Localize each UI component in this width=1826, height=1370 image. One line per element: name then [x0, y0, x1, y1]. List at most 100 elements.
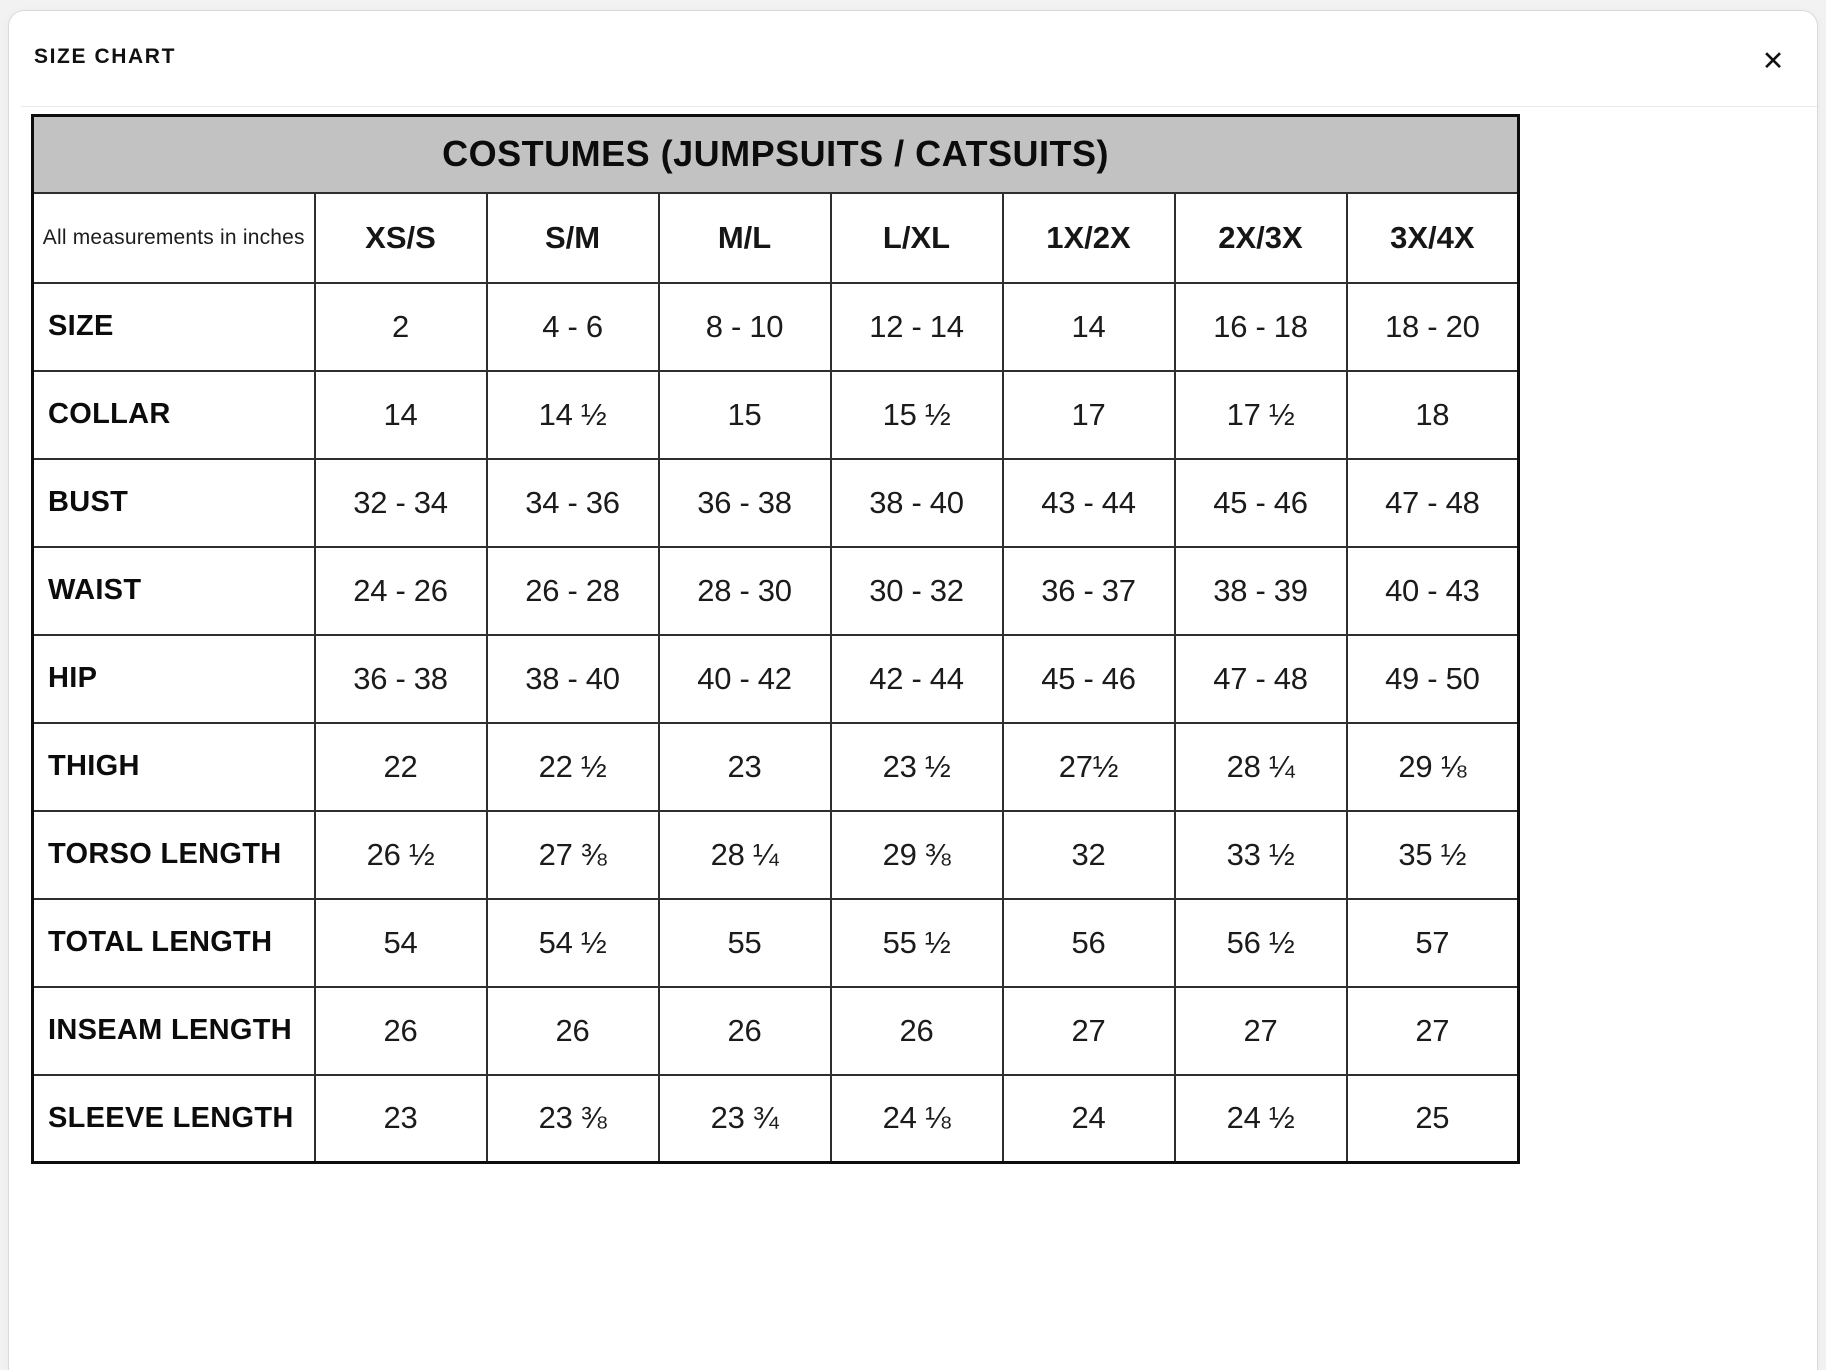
measurement-cell: 55: [657, 897, 832, 988]
measurement-cell: 2: [313, 281, 488, 372]
measurement-cell: 29 ⅛: [1345, 721, 1520, 812]
measurement-cell: 45 - 46: [1173, 457, 1348, 548]
measurement-cell: 42 - 44: [829, 633, 1004, 724]
measurement-cell: 18: [1345, 369, 1520, 460]
table-title-row: COSTUMES (JUMPSUITS / CATSUITS): [31, 114, 1520, 194]
measurement-cell: 18 - 20: [1345, 281, 1520, 372]
table-row: TORSO LENGTH 26 ½ 27 ⅜ 28 ¼ 29 ⅜ 32 33 ½ 35 ½: [31, 809, 1520, 900]
measurement-cell: 26: [485, 985, 660, 1076]
measurement-cell: 26: [657, 985, 832, 1076]
table-row: INSEAM LENGTH 26 26 26 26 27 27 27: [31, 985, 1520, 1076]
measurement-cell: 23 ⅜: [485, 1073, 660, 1164]
row-label: SLEEVE LENGTH: [31, 1073, 316, 1164]
column-header: 3X/4X: [1345, 191, 1520, 284]
row-label: TORSO LENGTH: [31, 809, 316, 900]
table-row: HIP 36 - 38 38 - 40 40 - 42 42 - 44 45 - 46 47…: [31, 633, 1520, 724]
measurement-cell: 33 ½: [1173, 809, 1348, 900]
row-label: SIZE: [31, 281, 316, 372]
table-container: COSTUMES (JUMPSUITS / CATSUITS) All meas…: [31, 114, 1817, 1164]
measurement-cell: 24 - 26: [313, 545, 488, 636]
measurement-cell: 36 - 37: [1001, 545, 1176, 636]
row-label: THIGH: [31, 721, 316, 812]
measurement-cell: 47 - 48: [1173, 633, 1348, 724]
measurement-cell: 29 ⅜: [829, 809, 1004, 900]
measurement-cell: 56: [1001, 897, 1176, 988]
measurement-cell: 56 ½: [1173, 897, 1348, 988]
measurement-cell: 8 - 10: [657, 281, 832, 372]
measurement-cell: 54 ½: [485, 897, 660, 988]
size-chart-modal: SIZE CHART ✕ COSTUMES (JUMPSUITS / CATSU…: [8, 10, 1818, 1370]
measurement-cell: 32 - 34: [313, 457, 488, 548]
row-label: HIP: [31, 633, 316, 724]
measurement-cell: 16 - 18: [1173, 281, 1348, 372]
measurement-cell: 26: [313, 985, 488, 1076]
measurement-cell: 14: [313, 369, 488, 460]
row-label: COLLAR: [31, 369, 316, 460]
measurement-cell: 26 ½: [313, 809, 488, 900]
measurement-cell: 24 ½: [1173, 1073, 1348, 1164]
measurement-cell: 23: [313, 1073, 488, 1164]
table-row: THIGH 22 22 ½ 23 23 ½ 27½ 28 ¼ 29 ⅛: [31, 721, 1520, 812]
measurement-cell: 23 ½: [829, 721, 1004, 812]
measurement-cell: 55 ½: [829, 897, 1004, 988]
measurement-cell: 30 - 32: [829, 545, 1004, 636]
measurement-cell: 36 - 38: [313, 633, 488, 724]
column-header: 2X/3X: [1173, 191, 1348, 284]
table-title: COSTUMES (JUMPSUITS / CATSUITS): [31, 114, 1520, 194]
row-label: TOTAL LENGTH: [31, 897, 316, 988]
header-divider: [21, 106, 1817, 107]
measurement-note: All measurements in inches: [31, 191, 316, 284]
measurement-cell: 22 ½: [485, 721, 660, 812]
measurement-cell: 23 ¾: [657, 1073, 832, 1164]
table-row: TOTAL LENGTH 54 54 ½ 55 55 ½ 56 56 ½ 57: [31, 897, 1520, 988]
close-icon[interactable]: ✕: [1751, 39, 1795, 83]
table-row: SLEEVE LENGTH 23 23 ⅜ 23 ¾ 24 ⅛ 24 24 ½ 25: [31, 1073, 1520, 1164]
column-header: M/L: [657, 191, 832, 284]
measurement-cell: 36 - 38: [657, 457, 832, 548]
measurement-cell: 14: [1001, 281, 1176, 372]
column-header: L/XL: [829, 191, 1004, 284]
measurement-cell: 40 - 42: [657, 633, 832, 724]
measurement-cell: 27: [1173, 985, 1348, 1076]
measurement-cell: 45 - 46: [1001, 633, 1176, 724]
measurement-cell: 26 - 28: [485, 545, 660, 636]
measurement-cell: 26: [829, 985, 1004, 1076]
measurement-cell: 25: [1345, 1073, 1520, 1164]
measurement-cell: 54: [313, 897, 488, 988]
measurement-cell: 15 ½: [829, 369, 1004, 460]
measurement-cell: 22: [313, 721, 488, 812]
measurement-cell: 4 - 6: [485, 281, 660, 372]
measurement-cell: 24: [1001, 1073, 1176, 1164]
measurement-cell: 32: [1001, 809, 1176, 900]
measurement-cell: 43 - 44: [1001, 457, 1176, 548]
row-label: WAIST: [31, 545, 316, 636]
column-header: XS/S: [313, 191, 488, 284]
measurement-cell: 35 ½: [1345, 809, 1520, 900]
measurement-cell: 34 - 36: [485, 457, 660, 548]
measurement-cell: 27: [1345, 985, 1520, 1076]
measurement-cell: 28 - 30: [657, 545, 832, 636]
modal-header: SIZE CHART ✕: [9, 11, 1817, 107]
column-header-row: All measurements in inches XS/S S/M M/L L/X…: [31, 191, 1520, 284]
measurement-cell: 27½: [1001, 721, 1176, 812]
measurement-cell: 15: [657, 369, 832, 460]
measurement-cell: 23: [657, 721, 832, 812]
measurement-cell: 17: [1001, 369, 1176, 460]
modal-title: SIZE CHART: [34, 45, 176, 68]
measurement-cell: 12 - 14: [829, 281, 1004, 372]
measurement-cell: 38 - 39: [1173, 545, 1348, 636]
measurement-cell: 17 ½: [1173, 369, 1348, 460]
size-chart-table: COSTUMES (JUMPSUITS / CATSUITS) All meas…: [31, 114, 1521, 1164]
measurement-cell: 38 - 40: [485, 633, 660, 724]
column-header: 1X/2X: [1001, 191, 1176, 284]
measurement-cell: 27: [1001, 985, 1176, 1076]
measurement-cell: 40 - 43: [1345, 545, 1520, 636]
measurement-cell: 49 - 50: [1345, 633, 1520, 724]
measurement-cell: 14 ½: [485, 369, 660, 460]
measurement-cell: 24 ⅛: [829, 1073, 1004, 1164]
table-row: WAIST 24 - 26 26 - 28 28 - 30 30 - 32 36 - 37…: [31, 545, 1520, 636]
measurement-cell: 57: [1345, 897, 1520, 988]
column-header: S/M: [485, 191, 660, 284]
row-label: INSEAM LENGTH: [31, 985, 316, 1076]
